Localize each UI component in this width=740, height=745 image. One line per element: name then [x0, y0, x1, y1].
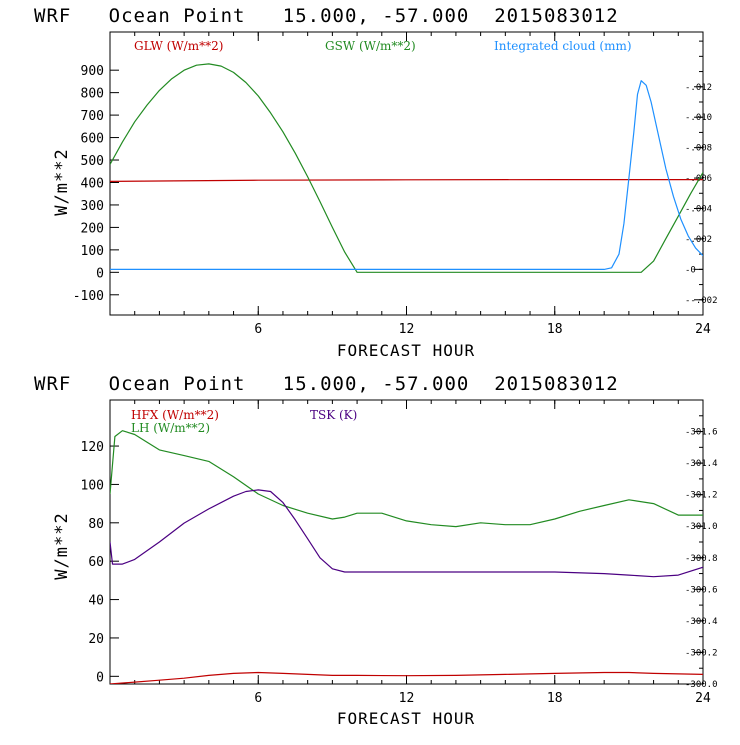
x-axis-label: FORECAST HOUR: [337, 709, 475, 728]
y-tick-label: 100: [81, 478, 104, 493]
legend-entry-hfx: HFX (W/m**2): [131, 408, 219, 422]
plot-frame: [109, 399, 704, 685]
y-axis-label: W/m**2: [52, 148, 72, 215]
chart-title: WRF Ocean Point 15.000, -57.000 20150830…: [34, 373, 619, 395]
x-tick-label: 18: [547, 322, 563, 337]
x-tick-label: 24: [695, 691, 711, 706]
legend-entry-tsk: TSK (K): [310, 408, 357, 422]
y2-tick-label: -.002: [685, 235, 712, 245]
y2-tick-label: -301.4: [685, 459, 718, 469]
x-tick-label: 12: [399, 322, 415, 337]
y2-tick-label: -.010: [685, 113, 712, 123]
series-line-2: [110, 63, 703, 273]
y-tick-label: 600: [81, 132, 104, 147]
y2-tick-label: -301.0: [685, 522, 718, 532]
x-tick-label: 12: [399, 691, 415, 706]
x-tick-label: 6: [254, 691, 262, 706]
x-tick-label: 18: [547, 691, 563, 706]
y2-tick-label: -.008: [685, 144, 712, 154]
y-tick-label: 800: [81, 87, 104, 102]
y-tick-label: -100: [73, 289, 104, 304]
chart-panel-radiation: WRF Ocean Point 15.000, -57.000 20150830…: [34, 5, 718, 360]
y2-tick-label: -300.0: [685, 680, 718, 690]
y2-tick-label: -300.2: [685, 648, 718, 658]
y-tick-label: 500: [81, 154, 104, 169]
legend-entry-integrated-cloud: Integrated cloud (mm): [494, 39, 632, 53]
legend-entry-lh: LH (W/m**2): [131, 421, 210, 435]
y2-tick-label: -.004: [685, 204, 712, 214]
legend-entry-glw: GLW (W/m**2): [134, 39, 223, 53]
y-tick-label: 400: [81, 176, 104, 191]
y2-tick-label: -301.6: [685, 428, 718, 438]
y-tick-label: 300: [81, 199, 104, 214]
y-tick-label: 100: [81, 244, 104, 259]
y2-tick-label: -.012: [685, 83, 712, 93]
y2-tick-label: -300.8: [685, 554, 718, 564]
y-tick-label: 20: [88, 632, 104, 647]
x-axis-label: FORECAST HOUR: [337, 341, 475, 360]
y-tick-label: 60: [88, 555, 104, 570]
y-tick-label: 900: [81, 64, 104, 79]
y2-tick-label: --.002: [685, 296, 718, 306]
y2-tick-label: -300.4: [685, 617, 718, 627]
series-line-1: [110, 179, 703, 182]
y-tick-label: 0: [96, 670, 104, 685]
y-tick-label: 200: [81, 221, 104, 236]
y-axis-label: W/m**2: [52, 512, 72, 579]
y2-tick-label: -300.6: [685, 585, 718, 595]
y-tick-label: 120: [81, 440, 104, 455]
chart-title: WRF Ocean Point 15.000, -57.000 20150830…: [34, 5, 619, 27]
legend-entry-gsw: GSW (W/m**2): [325, 39, 416, 53]
x-tick-label: 24: [695, 322, 711, 337]
y-tick-label: 40: [88, 594, 104, 609]
x-tick-label: 6: [254, 322, 262, 337]
series-line-3: [110, 80, 703, 270]
series-line-3: [110, 489, 703, 578]
y2-tick-label: -301.2: [685, 491, 718, 501]
y2-tick-label: -0: [685, 265, 696, 275]
y-tick-label: 700: [81, 109, 104, 124]
series-line-2: [110, 430, 703, 528]
y-tick-label: 80: [88, 517, 104, 532]
series-line-1: [110, 671, 703, 684]
y-tick-label: 0: [96, 266, 104, 281]
chart-panel-fluxes: WRF Ocean Point 15.000, -57.000 20150830…: [34, 373, 718, 728]
